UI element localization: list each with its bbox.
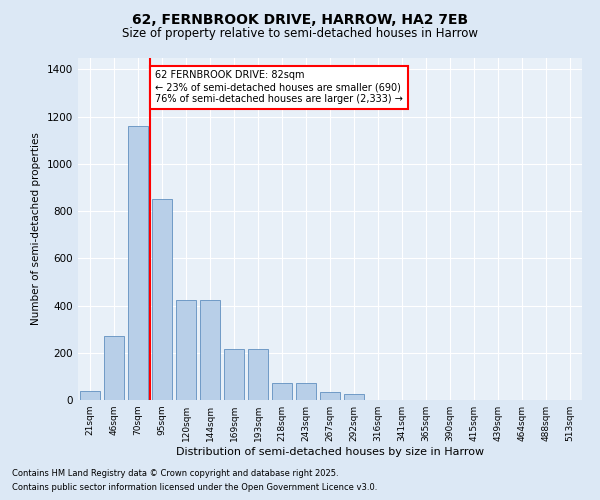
Bar [272, 384, 292, 400]
Text: 62, FERNBROOK DRIVE, HARROW, HA2 7EB: 62, FERNBROOK DRIVE, HARROW, HA2 7EB [132, 12, 468, 26]
Bar [224, 349, 244, 400]
X-axis label: Distribution of semi-detached houses by size in Harrow: Distribution of semi-detached houses by … [176, 447, 484, 457]
Bar [104, 336, 124, 400]
Text: Contains public sector information licensed under the Open Government Licence v3: Contains public sector information licen… [12, 484, 377, 492]
Bar [176, 300, 196, 400]
Text: Size of property relative to semi-detached houses in Harrow: Size of property relative to semi-detach… [122, 28, 478, 40]
Text: 62 FERNBROOK DRIVE: 82sqm
← 23% of semi-detached houses are smaller (690)
76% of: 62 FERNBROOK DRIVE: 82sqm ← 23% of semi-… [155, 70, 403, 104]
Text: Contains HM Land Registry data © Crown copyright and database right 2025.: Contains HM Land Registry data © Crown c… [12, 468, 338, 477]
Bar [80, 390, 100, 400]
Bar [200, 300, 220, 400]
Bar [320, 392, 340, 400]
Y-axis label: Number of semi-detached properties: Number of semi-detached properties [31, 132, 41, 325]
Bar [296, 384, 316, 400]
Bar [128, 126, 148, 400]
Bar [344, 394, 364, 400]
Bar [152, 199, 172, 400]
Bar [248, 349, 268, 400]
